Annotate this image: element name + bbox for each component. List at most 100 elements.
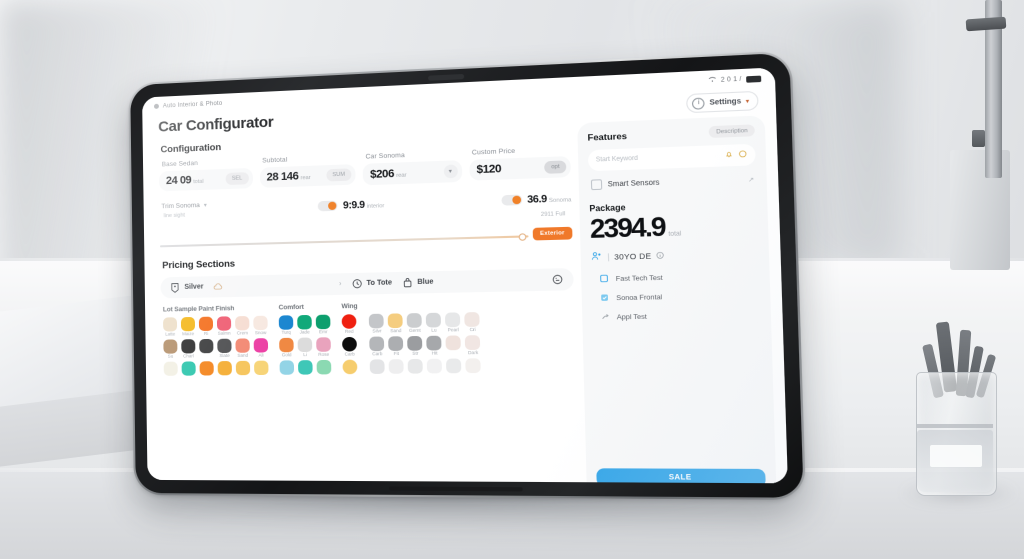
color-swatch[interactable] bbox=[408, 358, 424, 374]
color-swatch[interactable] bbox=[341, 314, 357, 329]
color-swatch[interactable] bbox=[388, 313, 404, 329]
slider-track[interactable] bbox=[159, 235, 529, 247]
trim-selector[interactable]: Trim Sonoma ▾ line sight bbox=[161, 202, 207, 219]
color-swatch[interactable] bbox=[235, 360, 251, 376]
swatch-cell[interactable]: Emr bbox=[315, 314, 331, 336]
color-swatch[interactable] bbox=[163, 339, 178, 354]
toolbar-item-to-tote[interactable]: To Tote bbox=[351, 277, 392, 289]
slider-action-button[interactable]: Exterior bbox=[532, 226, 573, 241]
color-swatch[interactable] bbox=[315, 314, 331, 330]
color-swatch[interactable] bbox=[316, 359, 332, 375]
color-swatch[interactable] bbox=[181, 339, 196, 354]
swatch-cell[interactable]: Cri bbox=[464, 312, 481, 333]
swatch-cell[interactable] bbox=[279, 360, 295, 375]
color-swatch[interactable] bbox=[198, 316, 214, 332]
color-swatch[interactable] bbox=[369, 313, 385, 329]
swatch-cell[interactable] bbox=[163, 361, 178, 376]
swatch-cell[interactable]: Str bbox=[407, 335, 423, 357]
list-item[interactable]: Sonoa Frontal bbox=[599, 290, 760, 305]
swatch-cell[interactable]: Jade bbox=[297, 314, 312, 336]
swatch-cell[interactable] bbox=[181, 361, 196, 376]
swatch-cell[interactable] bbox=[342, 359, 358, 375]
swatch-cell[interactable]: Su bbox=[163, 339, 178, 359]
toolbar-item-cloud[interactable] bbox=[212, 281, 227, 292]
toolbar-item-smiley[interactable] bbox=[551, 274, 563, 286]
color-swatch[interactable] bbox=[407, 313, 423, 328]
swatch-cell[interactable] bbox=[199, 338, 214, 359]
color-swatch[interactable] bbox=[342, 359, 358, 375]
metric-field[interactable]: $120 opt bbox=[468, 156, 571, 181]
color-swatch[interactable] bbox=[279, 360, 295, 375]
info-icon[interactable] bbox=[656, 250, 665, 261]
swatch-cell[interactable]: Carb bbox=[369, 336, 385, 357]
color-swatch[interactable] bbox=[342, 336, 357, 352]
color-swatch[interactable] bbox=[254, 360, 269, 376]
color-swatch[interactable] bbox=[445, 312, 461, 328]
color-swatch[interactable] bbox=[199, 338, 214, 354]
swatch-cell[interactable]: Carb bbox=[342, 336, 357, 358]
color-swatch[interactable] bbox=[253, 315, 268, 331]
toolbar-item-blue[interactable]: Blue bbox=[401, 276, 434, 288]
color-swatch[interactable] bbox=[464, 312, 481, 327]
color-swatch[interactable] bbox=[163, 361, 178, 376]
swatch-cell[interactable]: Sand bbox=[235, 338, 250, 359]
toggle-interior[interactable]: 9:9.9 interior bbox=[318, 199, 384, 212]
swatch-cell[interactable] bbox=[445, 335, 462, 356]
color-swatch[interactable] bbox=[426, 312, 442, 328]
circle-icon[interactable] bbox=[738, 149, 748, 160]
swatch-cell[interactable]: Gold bbox=[279, 337, 294, 359]
bell-icon[interactable] bbox=[724, 150, 734, 161]
swatch-cell[interactable]: Latte bbox=[163, 317, 178, 337]
swatch-cell[interactable]: Maize bbox=[180, 316, 196, 337]
expand-icon[interactable]: ↗ bbox=[748, 176, 755, 184]
swatch-cell[interactable]: Gemt bbox=[407, 313, 423, 334]
swatch-cell[interactable]: Snow bbox=[253, 315, 268, 337]
color-swatch[interactable] bbox=[163, 317, 178, 332]
color-swatch[interactable] bbox=[465, 335, 481, 351]
swatch-cell[interactable] bbox=[465, 358, 482, 374]
swatch-cell[interactable] bbox=[217, 361, 232, 376]
color-swatch[interactable] bbox=[426, 335, 442, 351]
color-swatch[interactable] bbox=[407, 335, 423, 351]
color-swatch[interactable] bbox=[445, 335, 462, 351]
swatch-cell[interactable]: Li bbox=[297, 337, 313, 359]
color-swatch[interactable] bbox=[297, 337, 313, 353]
color-swatch[interactable] bbox=[297, 360, 313, 375]
swatch-cell[interactable] bbox=[408, 358, 424, 374]
color-swatch[interactable] bbox=[278, 315, 294, 330]
color-swatch[interactable] bbox=[370, 359, 386, 374]
swatch-cell[interactable] bbox=[235, 360, 251, 376]
color-swatch[interactable] bbox=[235, 338, 250, 353]
swatch-cell[interactable]: Silvr bbox=[369, 313, 385, 335]
color-swatch[interactable] bbox=[446, 358, 462, 374]
swatch-cell[interactable]: Lu bbox=[426, 312, 442, 334]
color-swatch[interactable] bbox=[297, 314, 312, 330]
swatch-cell[interactable] bbox=[297, 360, 313, 375]
list-item[interactable]: Fast Tech Test bbox=[599, 270, 759, 285]
metric-field[interactable]: 24 09 total SEL bbox=[158, 167, 253, 192]
color-swatch[interactable] bbox=[199, 361, 214, 376]
color-swatch[interactable] bbox=[235, 316, 250, 331]
color-swatch[interactable] bbox=[369, 336, 385, 352]
color-swatch[interactable] bbox=[279, 337, 294, 353]
swatch-cell[interactable] bbox=[446, 358, 462, 374]
swatch-cell[interactable]: Pearl bbox=[445, 312, 461, 333]
color-swatch[interactable] bbox=[216, 316, 232, 331]
swatch-cell[interactable]: Slate bbox=[217, 338, 232, 359]
swatch-cell[interactable]: Crem bbox=[235, 316, 250, 337]
color-swatch[interactable] bbox=[217, 338, 232, 354]
swatch-cell[interactable]: Ri bbox=[198, 316, 214, 337]
sale-cta-button[interactable]: SALE bbox=[596, 468, 766, 484]
toolbar-item-silver[interactable]: Silver bbox=[169, 281, 204, 293]
color-swatch[interactable] bbox=[316, 337, 331, 352]
swatch-cell[interactable]: Sand bbox=[388, 313, 404, 334]
color-swatch[interactable] bbox=[465, 358, 482, 374]
swatch-cell[interactable]: Ali bbox=[253, 338, 269, 359]
toggle-sonoma[interactable]: 36.9 Sonoma bbox=[501, 192, 572, 206]
swatch-cell[interactable]: Rose bbox=[316, 337, 331, 358]
chevron-down-icon[interactable]: ▾ bbox=[443, 164, 458, 179]
description-badge[interactable]: Description bbox=[709, 124, 755, 138]
color-swatch[interactable] bbox=[180, 316, 196, 332]
checkbox-group[interactable]: Smart Sensors bbox=[590, 177, 660, 191]
swatch-cell[interactable] bbox=[316, 359, 332, 375]
